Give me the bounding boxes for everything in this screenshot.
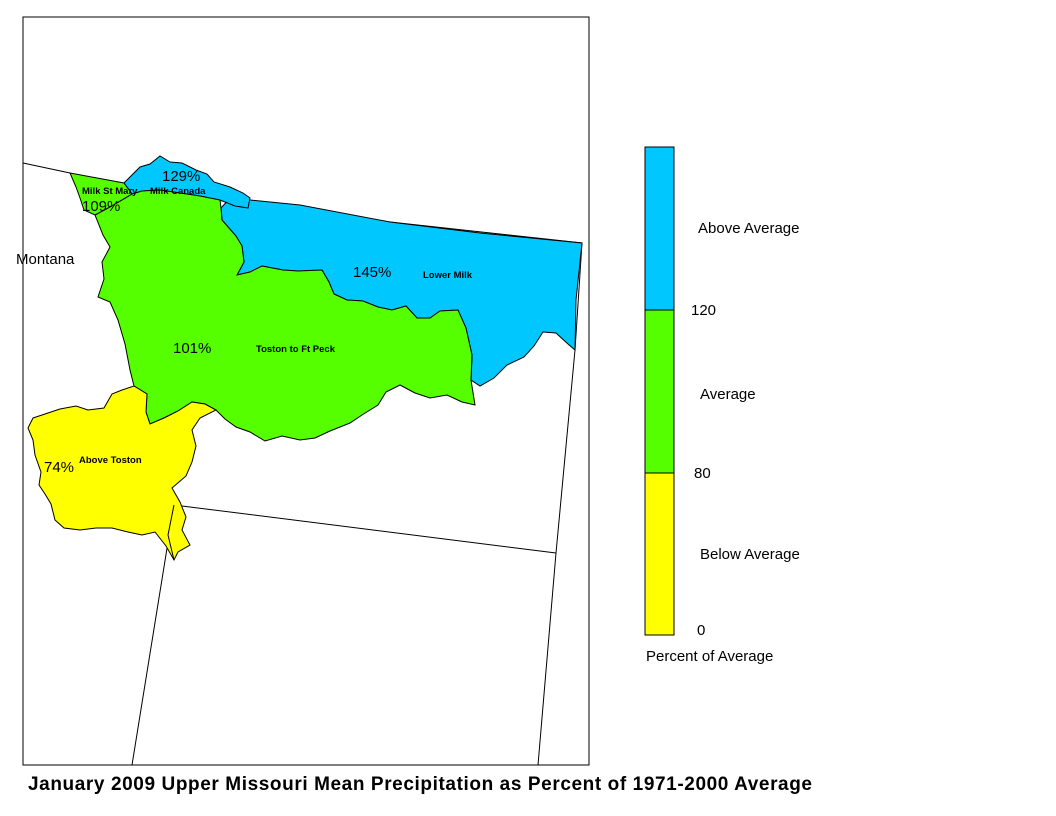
basin-label-above-toston: Above Toston <box>79 455 142 466</box>
montana-south-border <box>173 504 557 554</box>
pct-label-above-toston: 74% <box>44 459 74 476</box>
legend-tick-120: 120 <box>691 302 717 319</box>
basin-milk-st-mary[interactable] <box>69 172 133 216</box>
legend-class-below-average: Below Average <box>700 546 800 563</box>
map-title: January 2009 Upper Missouri Mean Precipi… <box>28 774 813 795</box>
legend-tick-0: 0 <box>697 622 706 639</box>
legend-class-average: Average <box>700 386 756 403</box>
canada-border-line <box>22 162 71 174</box>
legend-swatch-average <box>644 309 675 474</box>
legend-class-above-average: Above Average <box>698 220 800 237</box>
legend-title: Percent of Average <box>646 648 774 665</box>
legend-swatch-above-average <box>644 146 675 311</box>
basin-label-lower-milk: Lower Milk <box>423 270 473 281</box>
legend-swatch-below-average <box>644 472 675 636</box>
basin-label-toston-to-ft-peck: Toston to Ft Peck <box>256 344 336 355</box>
basin-label-milk-st-mary: Milk St Mary <box>82 186 138 197</box>
legend-tick-80: 80 <box>694 465 711 482</box>
above-toston-wy-edge <box>167 504 175 561</box>
legend-color-bar <box>644 146 675 636</box>
basin-label-milk-canada: Milk Canada <box>150 186 206 197</box>
state-label-montana: Montana <box>16 251 75 268</box>
basin-above-toston[interactable] <box>27 385 218 562</box>
pct-label-milk-st-mary: 109% <box>82 198 120 215</box>
pct-label-toston-to-ft-peck: 101% <box>173 340 211 357</box>
pct-label-milk-canada: 129% <box>162 168 200 185</box>
pct-label-lower-milk: 145% <box>353 264 391 281</box>
